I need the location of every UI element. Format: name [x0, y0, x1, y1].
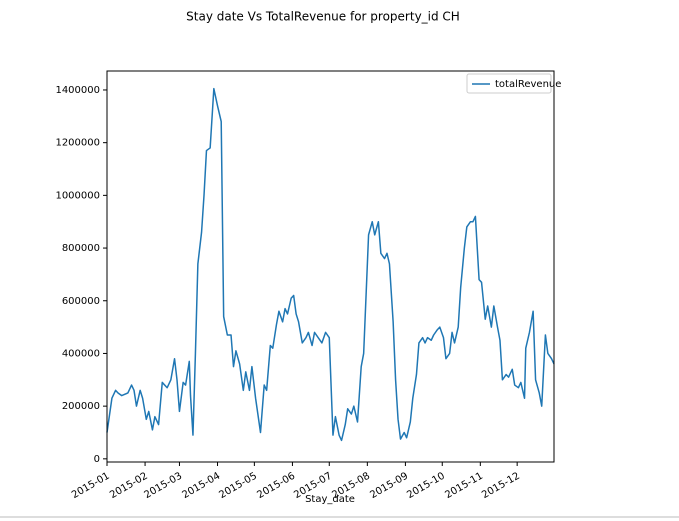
x-tick-label: 2015-04: [181, 471, 223, 501]
x-tick-label: 2015-10: [405, 471, 447, 501]
y-tick-label: 1000000: [55, 190, 100, 201]
chart-title: Stay date Vs TotalRevenue for property_i…: [186, 10, 460, 24]
y-tick-label: 600000: [62, 296, 100, 307]
y-tick-label: 1400000: [55, 85, 100, 96]
x-tick-label: 2015-01: [70, 471, 112, 501]
x-tick-label: 2015-11: [443, 471, 485, 501]
x-axis-label: Stay_date: [305, 494, 355, 505]
x-tick-label: 2015-05: [217, 471, 259, 501]
y-tick-label: 0: [94, 454, 100, 465]
y-tick-label: 800000: [62, 243, 100, 254]
legend-label: totalRevenue: [495, 79, 561, 90]
x-tick-label: 2015-12: [480, 471, 522, 501]
y-tick-label: 1200000: [55, 138, 100, 149]
y-tick-label: 400000: [62, 348, 100, 359]
y-tick-label: 200000: [62, 401, 100, 412]
x-tick-label: 2015-09: [368, 471, 410, 501]
x-tick-label: 2015-03: [142, 471, 184, 501]
x-tick-label: 2015-06: [255, 471, 297, 501]
legend-box: [466, 73, 552, 94]
line-series: [106, 87, 555, 442]
x-tick-label: 2015-02: [108, 471, 150, 501]
plot-frame: [106, 70, 555, 463]
